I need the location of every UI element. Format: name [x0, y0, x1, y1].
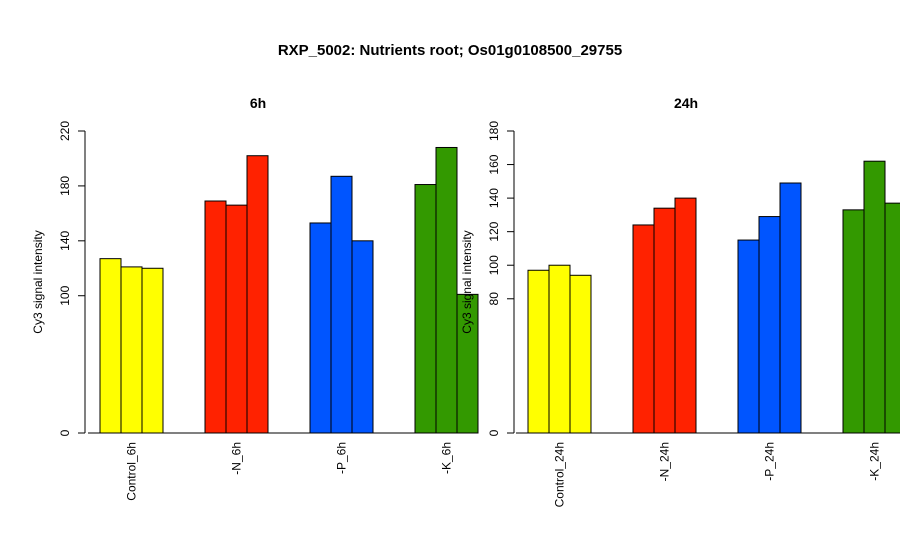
y-tick-label: 180 [487, 121, 501, 141]
bar--P_24h-3 [779, 182, 802, 434]
bar-Control_6h-3 [141, 267, 164, 434]
chart-panel-0: 6h Cy3 signal intensity 0 100 140 180 220 Contr… [31, 95, 479, 501]
x-category-label: Control_24h [553, 442, 567, 507]
y-tick-label: 0 [58, 429, 72, 436]
x-category-label: -K_24h [868, 442, 882, 481]
bar--K_24h-3 [884, 202, 900, 434]
bar--P_24h-2 [758, 216, 781, 434]
bar-Control_24h-2 [548, 264, 571, 434]
bar--N_24h-2 [653, 207, 676, 434]
bar-Control_24h-1 [527, 269, 550, 434]
chart-panel-1: 24h Cy3 signal intensity 0 80 100 120 140 160 18… [460, 95, 900, 507]
bar-Control_6h-1 [99, 258, 122, 434]
y-tick-label: 140 [487, 188, 501, 208]
bar--P_24h-1 [737, 239, 760, 434]
y-tick-label: 160 [487, 154, 501, 174]
bar--K_6h-1 [414, 184, 437, 434]
y-tick-label: 220 [58, 121, 72, 141]
bar--K_24h-1 [842, 209, 865, 434]
bar--K_6h-3 [456, 293, 479, 434]
y-tick-label: 80 [487, 292, 501, 306]
bar--P_6h-3 [351, 240, 374, 434]
panel-title: 24h [674, 95, 698, 111]
x-category-label: Control_6h [125, 442, 139, 501]
bar-Control_24h-3 [569, 274, 592, 434]
bar--N_24h-1 [632, 224, 655, 434]
y-axis-label: Cy3 signal intensity [31, 230, 45, 333]
y-tick-label: 100 [58, 285, 72, 305]
y-tick-label: 140 [58, 230, 72, 250]
bar--N_6h-1 [204, 200, 227, 434]
bar--P_6h-2 [330, 175, 353, 434]
y-tick-label: 120 [487, 221, 501, 241]
bar--K_24h-2 [863, 160, 886, 434]
bar-Control_6h-2 [120, 266, 143, 434]
y-tick-label: 0 [487, 429, 501, 436]
y-tick-label: 100 [487, 255, 501, 275]
x-category-label: -K_6h [440, 442, 454, 474]
bar--N_6h-2 [225, 204, 248, 434]
bar--K_6h-2 [435, 146, 458, 434]
x-category-label: -P_24h [763, 442, 777, 481]
x-category-label: -P_6h [335, 442, 349, 474]
panel-title: 6h [250, 95, 266, 111]
x-category-label: -N_6h [230, 442, 244, 475]
bar--P_6h-1 [309, 222, 332, 434]
x-category-label: -N_24h [658, 442, 672, 481]
y-axis-label: Cy3 signal intensity [460, 230, 474, 333]
bar--N_6h-3 [246, 155, 269, 434]
y-tick-label: 180 [58, 176, 72, 196]
figure-title: RXP_5002: Nutrients root; Os01g0108500_2… [278, 42, 622, 59]
bar--N_24h-3 [674, 197, 697, 434]
